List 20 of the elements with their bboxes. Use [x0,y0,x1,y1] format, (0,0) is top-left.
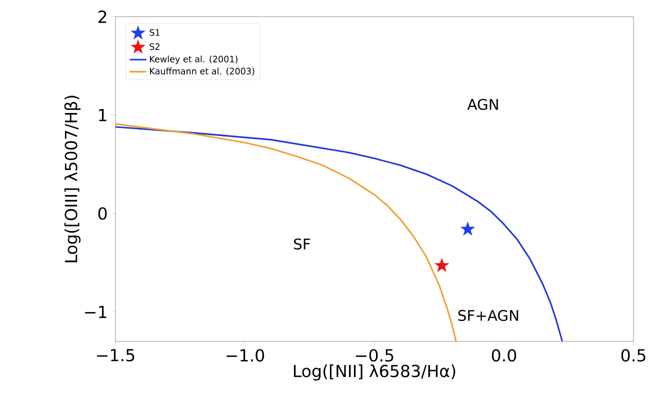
x-tick-label: −1.0 [226,348,264,362]
y-tick-label: −1 [85,306,106,318]
line-series [115,126,564,342]
y-tick-label: 0 [98,207,107,220]
legend-label: S1 [150,29,160,36]
y-tick-label: 2 [98,10,106,23]
x-axis-title: Log([NII] λ6583/Hα) [294,364,456,380]
x-tick-label: 0.5 [621,348,646,362]
x-tick-label: 0.0 [492,348,516,362]
x-tick-label: −1.5 [97,348,134,362]
y-tick-label: 1 [99,108,106,122]
legend-label: Kewley et al. (2001) [150,55,238,64]
line-series [115,123,457,342]
y-axis-title: Log([OIII] λ5007/Hβ) [64,96,81,262]
x-tick-label: −0.5 [356,348,394,362]
annotation: AGN [467,98,498,110]
annotation: SF+AGN [458,310,518,321]
legend-label: S2 [150,43,160,50]
annotation: SF [294,238,310,250]
legend-label: Kauffmann et al. (2003) [150,67,254,76]
